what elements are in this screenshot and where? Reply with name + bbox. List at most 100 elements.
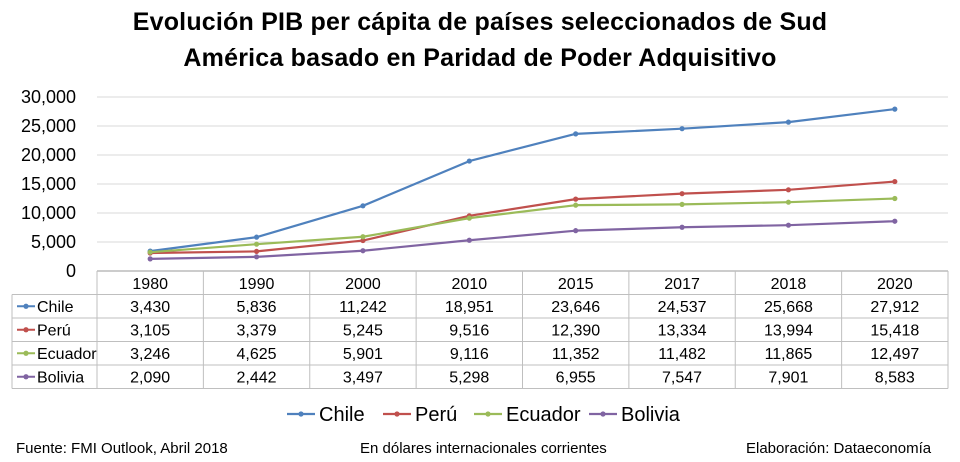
x-tick-label: 1980 <box>132 276 168 293</box>
data-point <box>785 222 792 228</box>
data-point <box>147 249 153 255</box>
table-cell-value: 8,583 <box>875 369 915 386</box>
series-line-Perú <box>150 180 895 255</box>
data-point <box>785 187 792 193</box>
data-point <box>573 202 579 208</box>
table-cell-value: 3,105 <box>130 322 170 339</box>
y-tick-label: 0 <box>66 261 76 281</box>
table-cell-value: 12,390 <box>551 322 600 339</box>
legend: Chile Perú Ecuador Bolivia <box>287 404 681 426</box>
x-tick-label: 2000 <box>345 276 381 293</box>
table-cell-value: 11,242 <box>339 299 387 316</box>
legend-label: Perú <box>415 404 457 426</box>
data-point <box>253 234 260 240</box>
data-point <box>679 201 685 208</box>
data-point <box>253 241 260 247</box>
series-line-Chile <box>150 108 895 253</box>
table-cell-value: 5,245 <box>343 322 383 339</box>
legend-marker <box>485 411 491 417</box>
legend-marker <box>298 411 304 417</box>
data-point <box>679 191 685 197</box>
legend-label: Ecuador <box>506 404 581 426</box>
table-cell-value: 15,418 <box>870 322 919 339</box>
table-cell-value: 18,951 <box>445 299 494 316</box>
table-cell-value: 13,994 <box>764 322 813 339</box>
data-point <box>892 195 898 202</box>
table-cell-value: 27,912 <box>870 299 919 316</box>
table-series-name: Perú <box>37 322 71 339</box>
table-cell-value: 3,430 <box>130 299 170 316</box>
data-point <box>785 119 792 125</box>
table-cell-value: 3,379 <box>237 322 277 339</box>
table-legend-marker <box>23 327 29 333</box>
table-series-name: Ecuador <box>37 346 97 363</box>
table-legend-marker <box>23 350 29 356</box>
table-cell-value: 7,547 <box>662 369 702 386</box>
x-tick-label: 1990 <box>239 276 275 293</box>
data-table: 1980 1990 2000 2010 2015 2017 2018 2020 Chile 3,4… <box>11 270 949 389</box>
table-cell-value: 13,334 <box>658 322 707 339</box>
chart-title-line-2: América basado en Paridad de Poder Adqui… <box>183 44 777 72</box>
x-tick-label: 2017 <box>664 276 700 293</box>
chart-title: Evolución PIB per cápita de países selec… <box>0 4 960 76</box>
y-tick-label: 30,000 <box>21 87 76 107</box>
units-note: En dólares internacionales corrientes <box>360 440 607 457</box>
gridlines <box>97 96 948 272</box>
x-tick-label: 2018 <box>771 276 807 293</box>
series-lines <box>147 106 898 262</box>
table-cell-value: 12,497 <box>870 346 919 363</box>
x-tick-label: 2015 <box>558 276 594 293</box>
data-point <box>360 203 366 209</box>
y-tick-label: 10,000 <box>21 203 76 223</box>
x-tick-label: 2020 <box>877 276 913 293</box>
table-series-name: Chile <box>37 299 74 316</box>
table-cell-value: 11,865 <box>765 346 813 363</box>
data-point <box>785 199 792 205</box>
table-cell-value: 5,836 <box>237 299 277 316</box>
data-point <box>253 248 260 255</box>
x-tick-label: 2010 <box>452 276 488 293</box>
table-cell-value: 9,516 <box>449 322 489 339</box>
chart-title-line-1: Evolución PIB per cápita de países selec… <box>132 8 828 36</box>
data-point <box>466 215 472 221</box>
data-point <box>892 106 898 112</box>
table-cell-value: 3,497 <box>343 369 383 386</box>
data-point <box>360 234 366 240</box>
table-cell-value: 3,246 <box>130 346 170 363</box>
table-cell-value: 2,442 <box>237 369 277 386</box>
table-cell-value: 7,901 <box>768 369 808 386</box>
legend-label: Chile <box>319 404 365 426</box>
table-cell-value: 25,668 <box>764 299 813 316</box>
table-cell-value: 2,090 <box>130 369 170 386</box>
table-cell-value: 6,955 <box>556 369 596 386</box>
legend-marker <box>394 411 400 417</box>
legend-label: Bolivia <box>621 404 681 426</box>
y-tick-label: 5,000 <box>31 232 76 252</box>
y-tick-label: 15,000 <box>21 174 76 194</box>
table-cell-value: 11,482 <box>658 346 706 363</box>
table-cell-value: 23,646 <box>551 299 600 316</box>
data-point <box>466 158 472 164</box>
table-cell-value: 9,116 <box>450 346 489 363</box>
data-point <box>573 196 579 202</box>
data-point <box>679 126 685 132</box>
table-cell-value: 4,625 <box>237 346 277 363</box>
data-point <box>147 256 153 262</box>
table-legend-marker <box>23 303 29 309</box>
table-cell-value: 5,298 <box>449 369 489 386</box>
credit-note: Elaboración: Dataeconomía <box>746 440 932 457</box>
data-point <box>573 131 579 137</box>
y-tick-label: 25,000 <box>21 116 76 136</box>
table-series-name: Bolivia <box>37 369 84 386</box>
y-axis-tick-labels: 0 5,000 10,000 15,000 20,000 25,000 30,000 <box>21 87 76 281</box>
data-point <box>466 237 472 243</box>
data-point <box>360 237 366 244</box>
table-cell-value: 5,901 <box>343 346 383 363</box>
y-tick-label: 20,000 <box>21 145 76 165</box>
table-legend-marker <box>23 374 29 380</box>
data-point <box>360 248 366 254</box>
table-cell-value: 24,537 <box>658 299 707 316</box>
data-point <box>573 228 579 234</box>
data-point <box>892 218 898 224</box>
